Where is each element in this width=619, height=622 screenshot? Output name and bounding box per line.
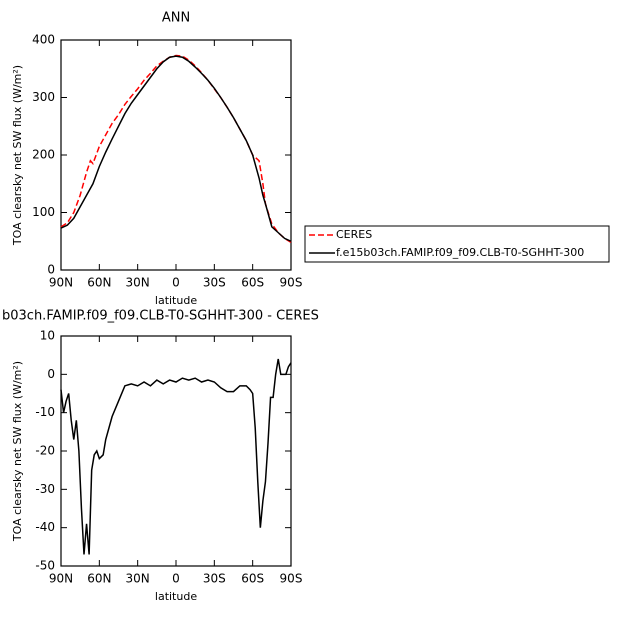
chart-title: b03ch.FAMIP.f09_f09.CLB-T0-SGHHT-300 - C… xyxy=(2,309,319,324)
line xyxy=(60,358,292,555)
y-tick-label: -50 xyxy=(35,559,55,573)
chart-title: ANN xyxy=(162,11,190,26)
y-tick-label: 10 xyxy=(40,329,55,343)
y-tick-label: 0 xyxy=(47,367,55,381)
x-tick-label: 60N xyxy=(87,572,111,586)
legend-box xyxy=(304,225,610,263)
y-tick-label: -20 xyxy=(35,444,55,458)
y-tick-label: -40 xyxy=(35,520,55,534)
y-tick-label: 200 xyxy=(32,148,55,162)
x-tick-label: 90S xyxy=(280,572,303,586)
y-tick-label: -10 xyxy=(35,405,55,419)
y-tick-label: 0 xyxy=(47,263,55,277)
x-tick-label: 60S xyxy=(241,572,264,586)
y-axis-label: TOA clearsky net SW flux (W/m²) xyxy=(11,361,24,542)
y-tick-label: 400 xyxy=(32,33,55,47)
x-tick-label: 0 xyxy=(172,276,180,290)
x-tick-label: 90N xyxy=(49,276,73,290)
x-tick-label: 0 xyxy=(172,572,180,586)
x-tick-label: 90N xyxy=(49,572,73,586)
legend-label: CERES xyxy=(336,228,372,241)
y-axis-label: TOA clearsky net SW flux (W/m²) xyxy=(11,65,24,246)
line xyxy=(60,55,292,242)
x-tick-label: 60S xyxy=(241,276,264,290)
x-axis-label: latitude xyxy=(155,294,197,307)
legend-label: f.e15b03ch.FAMIP.f09_f09.CLB-T0-SGHHT-30… xyxy=(336,246,584,259)
x-tick-label: 30S xyxy=(203,572,226,586)
x-tick-label: 60N xyxy=(87,276,111,290)
y-tick-label: 300 xyxy=(32,90,55,104)
y-tick-label: -30 xyxy=(35,482,55,496)
x-tick-label: 90S xyxy=(280,276,303,290)
y-tick-label: 100 xyxy=(32,205,55,219)
line xyxy=(60,54,292,244)
x-tick-label: 30S xyxy=(203,276,226,290)
x-axis-label: latitude xyxy=(155,590,197,603)
x-tick-label: 30N xyxy=(126,276,150,290)
x-tick-label: 30N xyxy=(126,572,150,586)
